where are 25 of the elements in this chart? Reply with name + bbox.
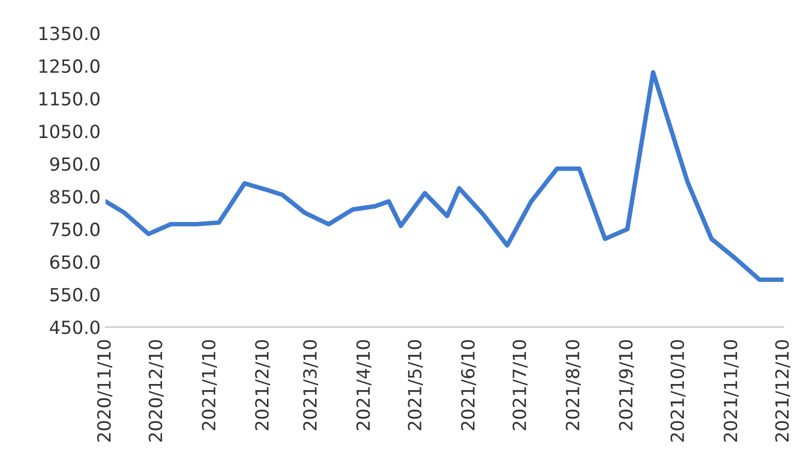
- x-tick-label: 2021/3/10: [303, 340, 318, 430]
- y-tick-label: 850.0: [50, 190, 100, 204]
- x-tick-label: 2021/1/10: [202, 340, 217, 430]
- x-tick-label: 2021/4/10: [356, 340, 372, 430]
- line-series: [106, 70, 784, 282]
- x-tick-label: 2021/10/10: [670, 340, 686, 442]
- x-tick-label: 2021/9/10: [618, 340, 634, 430]
- x-tick-label: 2021/8/10: [566, 340, 581, 430]
- x-tick-label: 2021/6/10: [461, 340, 476, 430]
- x-tick-label: 2021/2/10: [255, 340, 270, 430]
- y-tick-label: 1250.0: [40, 59, 100, 73]
- y-tick-label: 450.0: [50, 320, 100, 334]
- x-tick-label: 2021/7/10: [512, 340, 528, 430]
- y-tick-label: 1350.0: [40, 26, 100, 40]
- x-tick-label: 2021/12/10: [775, 340, 790, 442]
- x-tick-label: 2021/5/10: [408, 340, 423, 430]
- y-tick-label: 950.0: [50, 157, 100, 171]
- y-tick-label: 1050.0: [40, 124, 100, 138]
- y-tick-label: 650.0: [50, 255, 100, 269]
- x-tick-label: 2020/11/10: [97, 340, 112, 442]
- x-tick-label: 2020/12/10: [148, 340, 164, 442]
- y-tick-label: 550.0: [50, 288, 100, 302]
- x-tick-label: 2021/11/10: [724, 340, 739, 442]
- y-tick-label: 750.0: [50, 222, 100, 236]
- y-tick-label: 1150.0: [40, 92, 100, 106]
